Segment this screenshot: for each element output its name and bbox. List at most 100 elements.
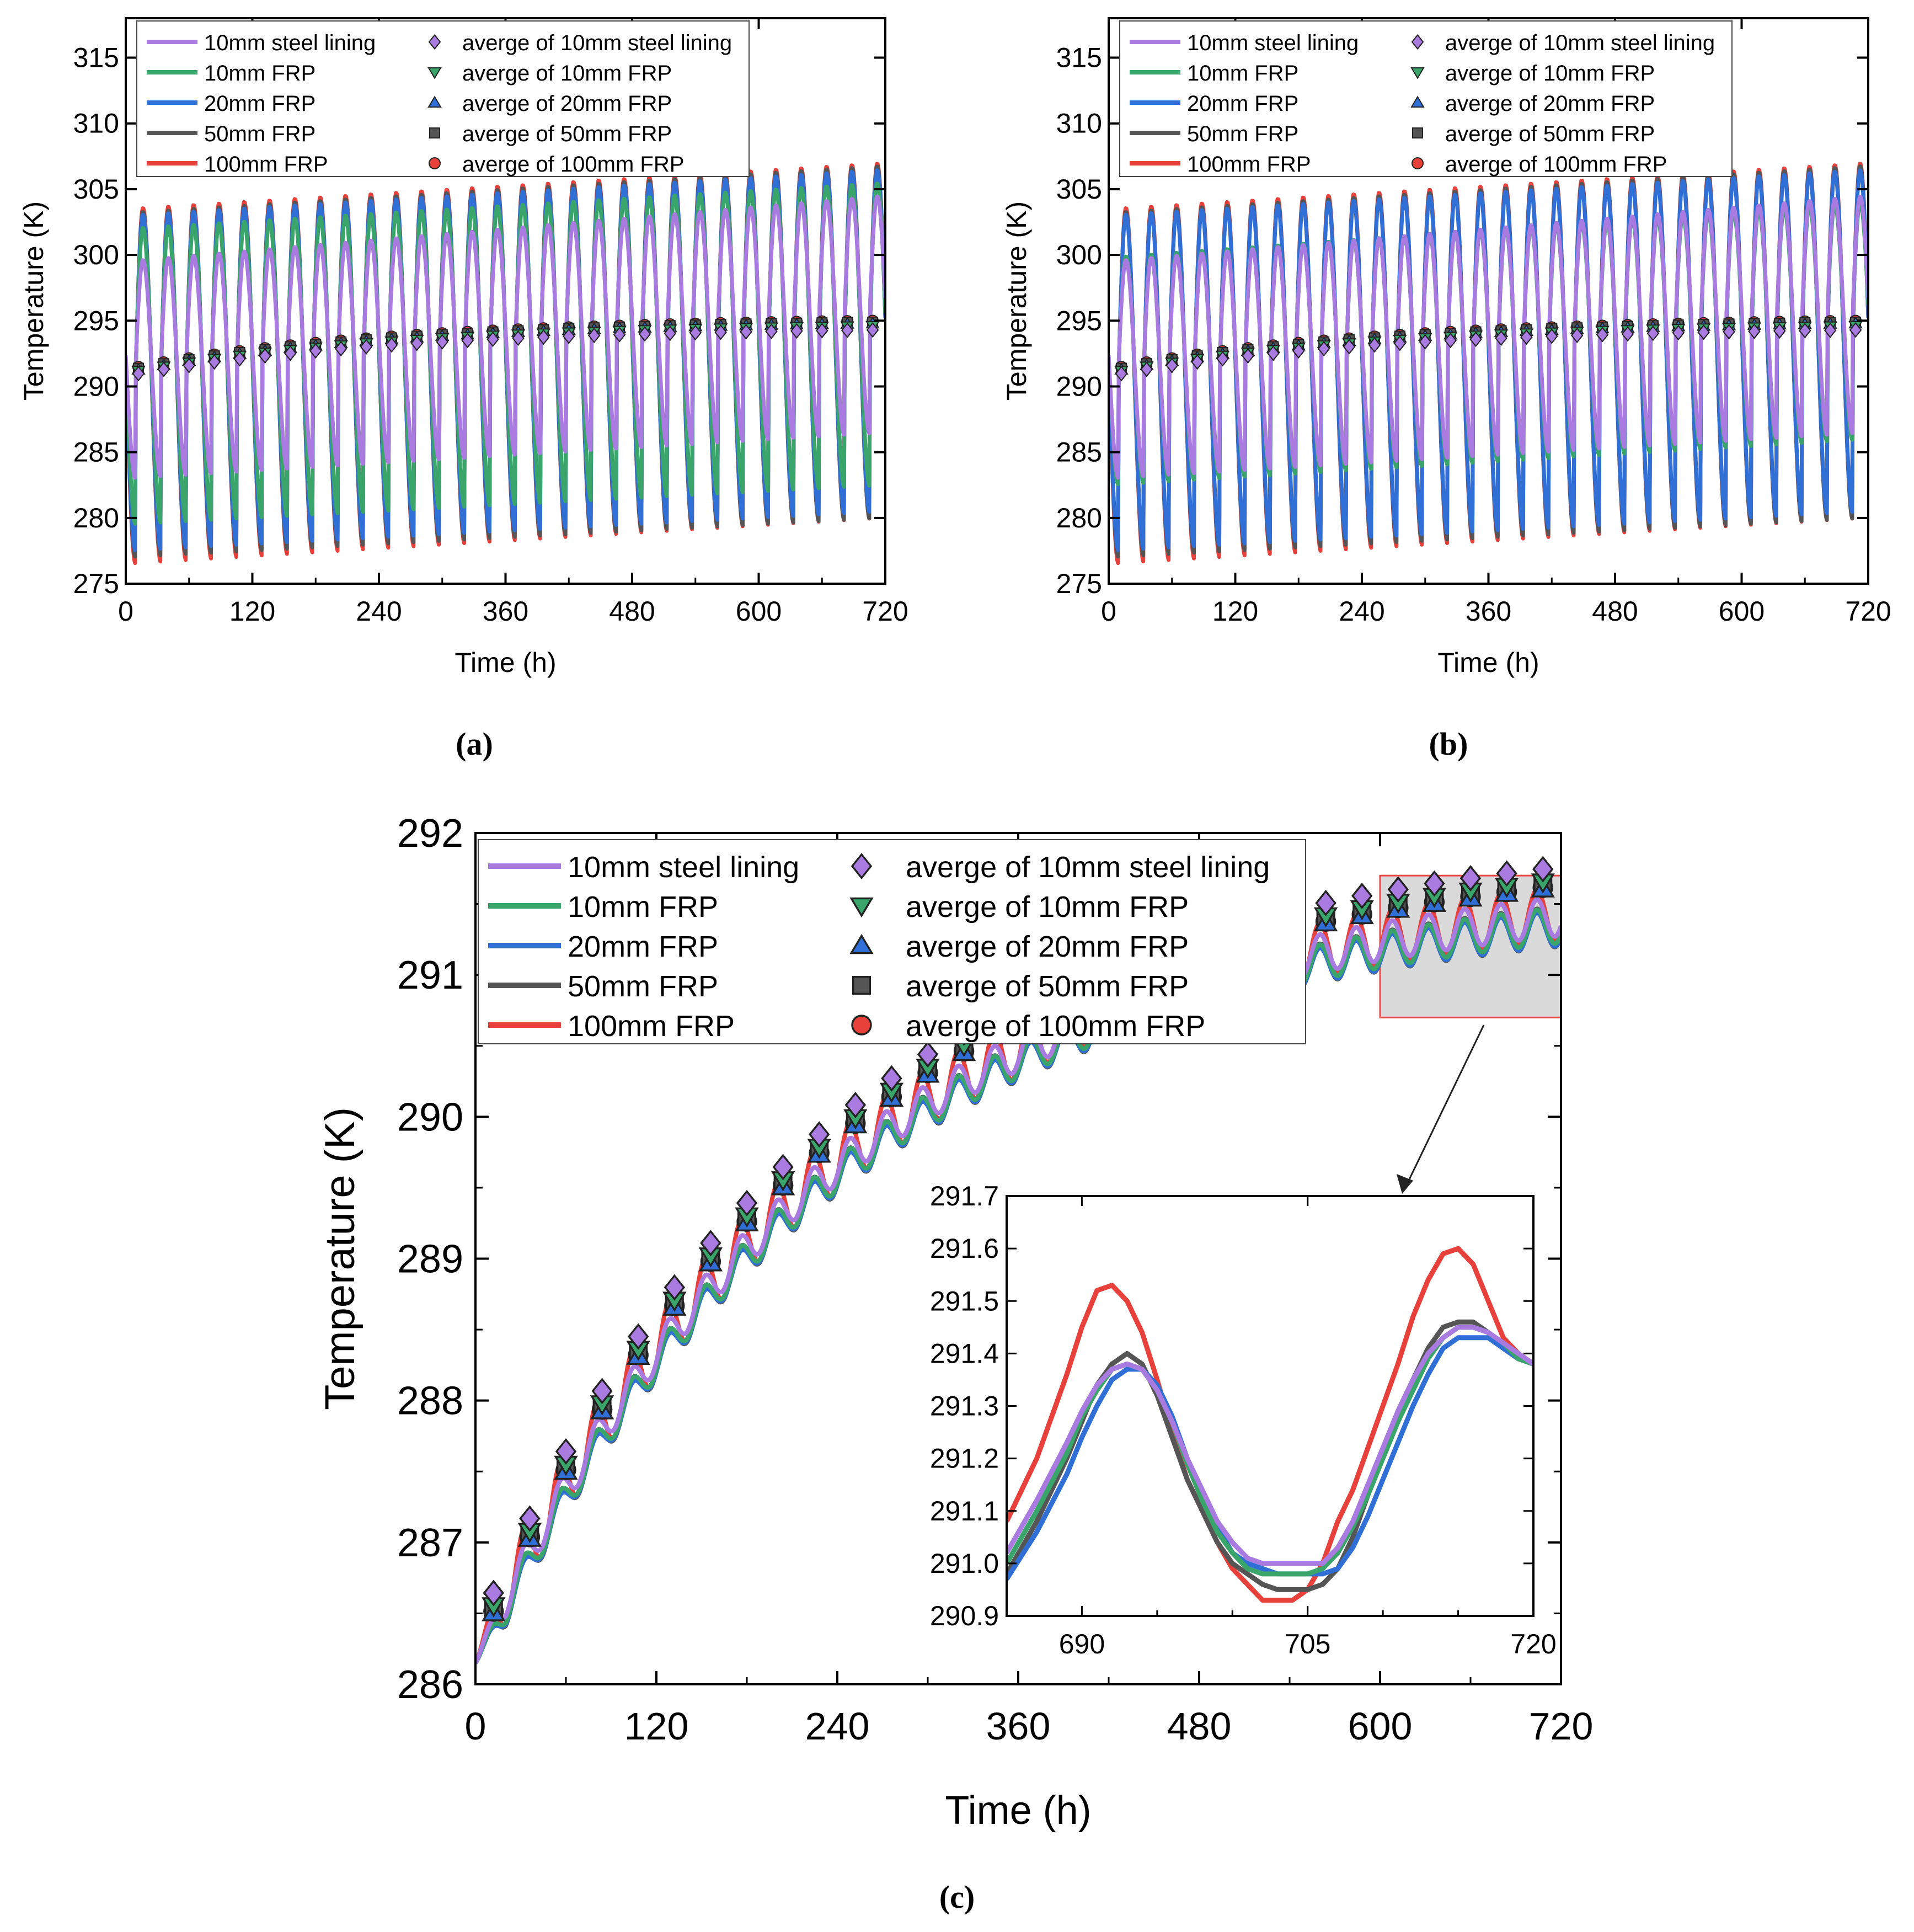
legend-marker-diamond [851,853,873,879]
panel-a: 0 120 240 360 480 600 720 275 280 285 290 295 300 305… [18,17,908,762]
x-tick-label: 480 [1592,596,1638,627]
y-tick-label: 290 [397,1095,463,1139]
panel-caption: (a) [456,726,493,762]
average-marker [844,1091,866,1118]
y-tick-label: 288 [397,1379,463,1423]
inset-x-tick-label: 720 [1510,1629,1556,1659]
average-marker [613,327,626,343]
x-tick-label: 360 [986,1705,1051,1748]
average-marker [1723,324,1735,340]
inset-chart: 290.9 291.0 291.1 291.2 291.3 291.4 291.5 291.6… [930,1181,1557,1659]
legend-marker-square [852,976,871,995]
average-marker [1459,864,1482,892]
average-marker [157,361,170,377]
x-tick-label: 720 [862,596,908,627]
y-tick-label: 275 [1056,568,1102,599]
legend-marker-triangle-up [849,933,874,954]
x-tick-label: 240 [356,596,402,627]
legend: 10mm steel lining 10mm FRP 20mm FRP 50mm FR… [1119,20,1733,177]
average-marker [1317,340,1330,357]
average-marker [714,324,727,340]
average-marker [772,1154,794,1181]
average-marker [1387,876,1409,903]
y-tick-label: 295 [73,305,119,336]
x-tick-label: 600 [736,596,782,627]
panel-caption: (c) [939,1879,975,1915]
panel-caption: (b) [1429,726,1468,762]
legend-label: averge of 10mm FRP [462,61,672,86]
average-marker [790,323,803,339]
x-axis-label: Time (h) [1437,647,1539,678]
inset-plot-area [1007,1246,1533,1603]
average-marker [483,1579,504,1607]
x-axis-label: Time (h) [455,647,556,678]
y-tick-label: 305 [1056,174,1102,205]
legend-marker-triangle-down [849,897,874,918]
legend-marker-circle [851,1015,872,1036]
average-marker [1292,343,1305,359]
series-line-10mm-steel-lining [475,897,1561,1664]
y-tick-label: 310 [73,108,119,139]
y-tick-label: 292 [397,812,463,856]
x-tick-label: 360 [1466,596,1511,627]
y-tick-label: 290 [73,371,119,402]
legend-label: averge of 50mm FRP [906,970,1189,1003]
average-marker [841,322,854,338]
average-marker [1621,326,1634,342]
average-marker [866,322,879,338]
inset-line-50mm-FRP [1007,1319,1533,1592]
average-marker [1596,327,1609,343]
legend: 10mm steel lining 10mm FRP 20mm FRP 50mm FR… [478,839,1306,1044]
legend-label: averge of 100mm FRP [1445,152,1667,177]
y-axis-label: Temperature (K) [317,1107,363,1410]
average-marker [436,334,449,350]
y-tick-label: 285 [73,437,119,468]
x-tick-label: 360 [483,596,528,627]
legend-box [478,839,1306,1044]
average-marker [1424,870,1445,897]
average-marker [1368,337,1381,353]
average-marker [233,351,246,367]
inset-y-tick-label: 291.5 [930,1285,999,1316]
average-marker [486,331,499,348]
average-marker [809,1121,830,1148]
inset-y-tick-label: 290.9 [930,1600,999,1631]
average-marker [1824,322,1837,338]
legend-label: 10mm steel lining [568,851,799,884]
average-marker [1570,327,1584,344]
legend-label: 100mm FRP [1187,152,1311,177]
average-marker [591,1378,613,1405]
panel-b: 0 120 240 360 480 600 720 275 280 285 290 295 300 305… [1001,17,1891,762]
y-tick-label: 315 [73,42,119,73]
average-marker [1697,324,1710,340]
average-marker [519,1505,541,1532]
average-marker [664,1274,685,1301]
y-tick-label: 287 [397,1521,463,1565]
legend-marker-triangle-down [1410,67,1425,79]
y-tick-label: 310 [1056,108,1102,139]
legend-label: 50mm FRP [1187,122,1298,146]
legend-label: 50mm FRP [204,122,316,146]
inset-y-tick-label: 291.1 [930,1496,999,1527]
inset-x-tick-label: 705 [1285,1629,1330,1659]
average-marker [1672,325,1685,341]
y-tick-label: 300 [1056,239,1102,270]
inset-line-100mm-FRP [1007,1246,1533,1603]
average-marker [881,1065,902,1092]
legend-label: 10mm FRP [204,61,316,86]
average-marker [587,327,601,344]
average-marker [1849,322,1862,338]
average-marker [1351,882,1373,909]
average-marker [1242,348,1254,364]
y-tick-label: 291 [397,953,463,997]
plot-area [1109,162,1868,565]
legend-marker-triangle-down [427,67,442,79]
average-marker [740,324,752,340]
average-marker [628,1323,649,1350]
average-marker [183,357,196,373]
legend-marker-circle [429,157,441,169]
arrow-head [1397,1174,1413,1194]
x-tick-label: 720 [1845,596,1891,627]
x-tick-label: 240 [1339,596,1384,627]
legend-box [1119,20,1733,177]
